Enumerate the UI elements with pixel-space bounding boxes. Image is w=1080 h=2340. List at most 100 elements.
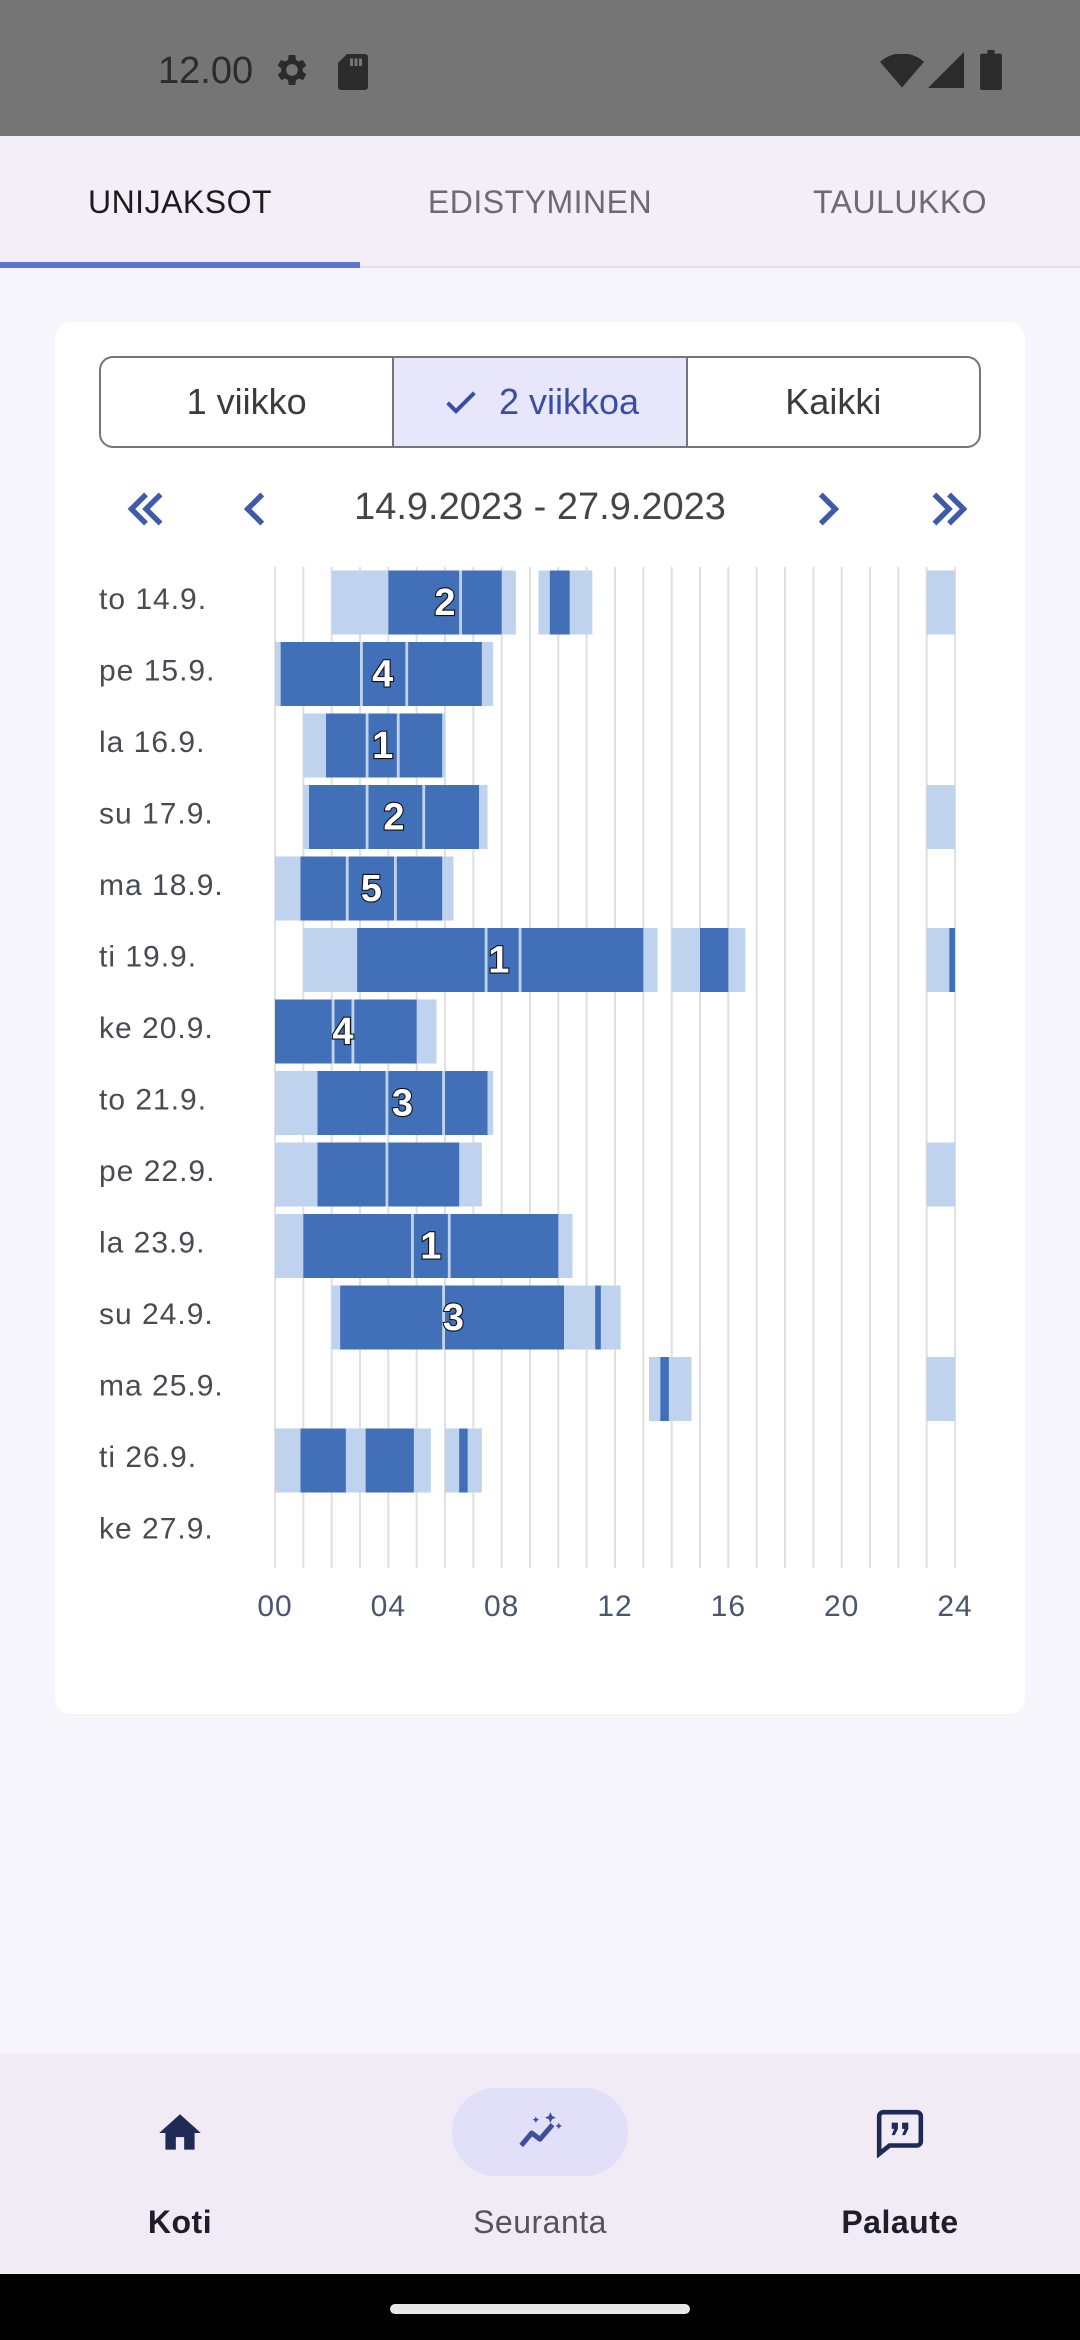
x-tick-label: 16 [711, 1590, 746, 1623]
sleep-dark-bar [700, 928, 729, 992]
feedback-icon [876, 2109, 924, 2158]
wifi-icon [880, 54, 924, 88]
x-tick-label: 00 [257, 1590, 292, 1623]
x-tick-label: 12 [597, 1590, 632, 1623]
sleep-dark-bar [408, 642, 482, 706]
sleep-dark-bar [445, 1071, 488, 1135]
day-label: to 14.9. [99, 583, 207, 616]
sleep-dark-bar [396, 856, 443, 921]
nav-seuranta[interactable]: Seuranta [360, 2054, 720, 2274]
signal-icon [928, 52, 964, 88]
period-1-week-label: 1 viikko [186, 381, 307, 422]
sleep-dark-bar [949, 928, 955, 992]
sleep-light-bar [649, 1357, 692, 1421]
chevron-left-icon[interactable] [231, 484, 281, 534]
period-2-weeks-label: 2 viikkoa [498, 381, 640, 422]
double-chevron-right-icon[interactable] [924, 484, 974, 534]
battery-icon [980, 50, 1002, 90]
date-range-label: 14.9.2023 - 27.9.2023 [354, 486, 726, 528]
sleep-light-bar [926, 570, 955, 635]
tab-indicator [0, 262, 360, 268]
wake-count-label: 3 [443, 1297, 464, 1339]
trend-icon [519, 2112, 563, 2148]
sleep-dark-bar [425, 785, 479, 849]
sleep-dark-bar [521, 928, 644, 992]
check-icon [446, 391, 476, 414]
day-label: pe 15.9. [99, 655, 215, 688]
sleep-dark-bar [595, 1285, 601, 1350]
sleep-dark-bar [354, 999, 417, 1064]
sleep-dark-bar [300, 856, 346, 921]
sleep-dark-bar [388, 1142, 460, 1207]
sleep-chart: to 14.9. 2 pe 15.9. 4 la 16.9. 1 su 17.9. 2 ma 1… [99, 567, 972, 1623]
sleep-dark-bar [549, 570, 570, 635]
day-label: ke 27.9. [99, 1513, 214, 1546]
wake-count-label: 2 [434, 582, 455, 624]
sleep-dark-bar [348, 856, 394, 921]
sleep-dark-bar [450, 1214, 559, 1278]
double-chevron-left-icon[interactable] [121, 484, 171, 534]
tab-unijaksot[interactable]: UNIJAKSOT [87, 183, 273, 220]
sleep-dark-bar [300, 1428, 346, 1493]
period-all-button[interactable]: Kaikki [688, 358, 979, 446]
sleep-dark-bar [660, 1357, 669, 1421]
wake-count-label: 4 [332, 1011, 353, 1053]
sleep-dark-bar [280, 642, 360, 706]
sleep-light-bar [926, 1357, 955, 1421]
wake-count-label: 3 [392, 1083, 413, 1125]
wake-count-label: 4 [372, 654, 393, 696]
nav-koti-label: Koti [147, 2204, 213, 2240]
wake-count-label: 5 [361, 868, 382, 910]
nav-seuranta-indicator [452, 2088, 628, 2176]
day-label: la 23.9. [99, 1227, 205, 1260]
sleep-dark-bar [326, 713, 366, 778]
period-2-weeks-button[interactable]: 2 viikkoa [394, 358, 688, 446]
day-label: su 24.9. [99, 1298, 214, 1331]
day-label: ti 19.9. [99, 941, 197, 974]
sleep-light-bar [926, 1142, 955, 1207]
tab-taulukko[interactable]: TAULUKKO [812, 183, 988, 220]
status-time: 12.00 [158, 50, 254, 92]
day-label: ma 18.9. [99, 869, 224, 902]
period-all-label: Kaikki [785, 381, 882, 422]
sleep-dark-bar [303, 1214, 411, 1278]
sleep-dark-bar [413, 1214, 448, 1278]
sleep-dark-bar [459, 1428, 468, 1493]
period-selector: 1 viikko 2 viikkoa Kaikki [99, 356, 981, 448]
nav-seuranta-label: Seuranta [473, 2204, 607, 2240]
sleep-dark-bar [362, 642, 406, 706]
nav-koti[interactable]: Koti [0, 2054, 360, 2274]
gesture-handle[interactable] [390, 2304, 690, 2314]
sleep-dark-bar [340, 1285, 443, 1350]
day-label: ti 26.9. [99, 1441, 197, 1474]
sleep-dark-bar [365, 1428, 414, 1493]
wake-count-label: 1 [372, 725, 393, 767]
x-tick-label: 24 [937, 1590, 972, 1623]
sleep-dark-bar [357, 928, 485, 992]
day-label: la 16.9. [99, 726, 205, 759]
chevron-right-icon[interactable] [802, 484, 852, 534]
period-1-week-button[interactable]: 1 viikko [101, 358, 395, 446]
wake-count-label: 1 [488, 940, 509, 982]
day-label: pe 22.9. [99, 1155, 215, 1188]
sleep-dark-bar [487, 928, 519, 992]
sleep-dark-bar [317, 1071, 386, 1135]
sleep-dark-bar [462, 570, 502, 635]
nav-palaute[interactable]: Palaute [720, 2054, 1080, 2274]
x-tick-label: 08 [484, 1590, 519, 1623]
date-navigation: 14.9.2023 - 27.9.2023 [99, 462, 981, 556]
sleep-dark-bar [368, 713, 397, 778]
sleep-light-bar [926, 785, 955, 849]
tab-edistyminen[interactable]: EDISTYMINEN [427, 183, 653, 220]
x-tick-label: 20 [824, 1590, 859, 1623]
gear-icon [277, 55, 307, 85]
nav-palaute-label: Palaute [841, 2204, 959, 2240]
sd-card-icon [338, 54, 368, 90]
home-icon [159, 2114, 201, 2150]
wake-count-label: 1 [420, 1226, 441, 1268]
sleep-dark-bar [388, 1071, 443, 1135]
x-tick-label: 04 [371, 1590, 406, 1623]
sleep-dark-bar [368, 785, 423, 849]
sleep-dark-bar [399, 713, 443, 778]
day-label: ke 20.9. [99, 1012, 214, 1045]
